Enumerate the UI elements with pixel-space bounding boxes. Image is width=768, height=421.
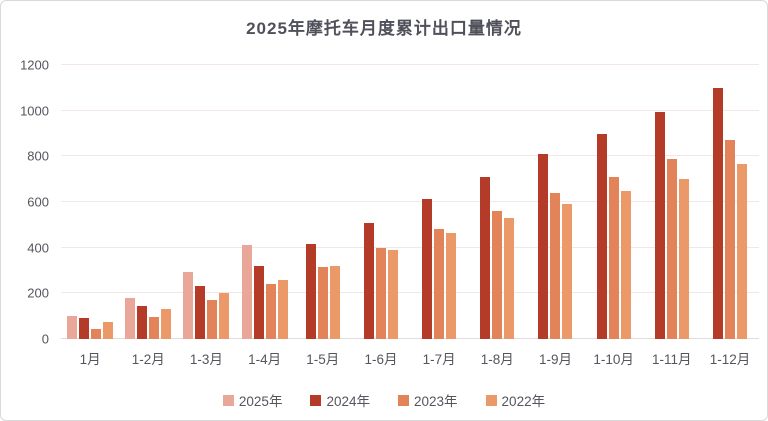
bar-2022年-1-9月 xyxy=(562,204,573,339)
y-tick-label-0: 0 xyxy=(41,331,49,347)
bar-2022年-1-7月 xyxy=(446,232,457,339)
bar-group-1-7月 xyxy=(410,65,468,339)
bar-group-1-11月 xyxy=(643,65,701,339)
bar-2024年-1-2月 xyxy=(137,305,148,339)
y-axis-labels: 0 200 400 600 800 1000 1200 xyxy=(1,59,49,346)
bar-2023年-1-3月 xyxy=(207,300,218,339)
bar-2023年-1-7月 xyxy=(434,229,445,339)
bar-2024年-1-5月 xyxy=(305,244,316,339)
bars-row xyxy=(61,65,759,339)
bar-2022年-1-8月 xyxy=(504,217,515,339)
plot-area xyxy=(61,64,759,339)
chart-title: 2025年摩托车月度累计出口量情况 xyxy=(246,19,522,38)
bar-2023年-1-12月 xyxy=(724,140,735,339)
bar-2024年-1-10月 xyxy=(596,133,607,339)
bar-group-1-5月 xyxy=(294,65,352,339)
bar-group-1-12月 xyxy=(701,65,759,339)
gridline-0 xyxy=(61,338,759,339)
legend-swatch-2023年 xyxy=(398,394,409,406)
bar-2024年-1-8月 xyxy=(480,176,491,339)
bar-2024年-1-9月 xyxy=(538,154,549,339)
bar-2024年-1-6月 xyxy=(363,222,374,339)
legend-swatch-2022年 xyxy=(485,394,497,406)
bar-group-1月 xyxy=(61,65,119,339)
bar-group-1-2月 xyxy=(119,65,177,339)
bar-2024年-1-11月 xyxy=(654,111,665,339)
bar-group-1-3月 xyxy=(177,65,235,339)
bar-2022年-1-3月 xyxy=(219,293,230,339)
y-tick-label-800: 800 xyxy=(27,148,49,164)
x-tick-label-1-2月: 1-2月 xyxy=(131,352,165,367)
legend-label-2023年: 2023年 xyxy=(414,394,458,409)
bar-2024年-1-3月 xyxy=(195,286,206,339)
gridline-600 xyxy=(61,201,759,202)
bar-2022年-1-4月 xyxy=(277,279,288,339)
bar-2022年-1-11月 xyxy=(678,179,689,339)
x-tick-label-1-3月: 1-3月 xyxy=(189,352,223,367)
gridline-1200 xyxy=(61,64,759,65)
bar-group-1-9月 xyxy=(526,65,584,339)
legend-swatch-2024年 xyxy=(310,394,322,406)
bar-2022年-1-12月 xyxy=(736,164,747,339)
bar-2022年-1-2月 xyxy=(161,309,172,339)
x-tick-label-1-5月: 1-5月 xyxy=(306,352,340,367)
bar-2025年-1-2月 xyxy=(125,297,136,339)
bar-2025年-1-4月 xyxy=(241,245,252,339)
bar-2023年-1-11月 xyxy=(666,158,677,339)
y-tick-label-1000: 1000 xyxy=(20,103,49,119)
gridline-200 xyxy=(61,292,759,294)
gridline-800 xyxy=(61,155,759,157)
x-tick-label-1月: 1月 xyxy=(79,352,101,367)
x-tick-label-1-12月: 1-12月 xyxy=(709,352,751,367)
legend-item-2024年: 2024年 xyxy=(310,390,370,410)
bar-2022年-1-6月 xyxy=(387,249,398,339)
bar-2024年-1-7月 xyxy=(422,198,433,339)
x-tick-label-1-10月: 1-10月 xyxy=(593,352,634,367)
x-tick-label-1-8月: 1-8月 xyxy=(480,352,514,367)
bar-2024年-1-4月 xyxy=(253,265,264,339)
bar-2024年-1月 xyxy=(79,318,90,339)
x-tick-label-1-9月: 1-9月 xyxy=(538,352,572,367)
bar-2024年-1-12月 xyxy=(712,87,723,339)
legend-item-2023年: 2023年 xyxy=(398,390,458,410)
bar-2023年-1月 xyxy=(91,328,102,339)
legend-label-2024年: 2024年 xyxy=(326,394,370,409)
bar-2023年-1-5月 xyxy=(317,267,328,339)
bar-2022年-1-5月 xyxy=(329,265,340,339)
y-tick-label-200: 200 xyxy=(27,285,49,301)
bar-2023年-1-9月 xyxy=(550,192,561,339)
legend-label-2022年: 2022年 xyxy=(501,394,546,409)
legend-item-2022年: 2022年 xyxy=(485,390,546,410)
gridline-400 xyxy=(61,246,759,248)
bar-group-1-8月 xyxy=(468,65,526,339)
bar-2023年-1-2月 xyxy=(149,317,160,339)
y-tick-label-400: 400 xyxy=(27,240,49,256)
bar-2022年-1月 xyxy=(103,321,114,339)
bar-group-1-10月 xyxy=(585,65,643,339)
legend-label-2025年: 2025年 xyxy=(238,394,283,409)
bar-2023年-1-4月 xyxy=(265,284,276,339)
legend: 2025年 2024年 2023年 2022年 xyxy=(1,390,767,410)
legend-swatch-2025年 xyxy=(222,394,234,406)
bar-2023年-1-10月 xyxy=(608,176,619,339)
bar-2023年-1-6月 xyxy=(375,247,386,339)
bar-group-1-4月 xyxy=(236,65,294,339)
gridline-1000 xyxy=(61,109,759,111)
bar-2023年-1-8月 xyxy=(492,211,503,339)
y-tick-label-600: 600 xyxy=(27,194,49,210)
bar-2022年-1-10月 xyxy=(620,190,631,339)
x-tick-label-1-11月: 1-11月 xyxy=(652,352,692,367)
y-tick-label-1200: 1200 xyxy=(20,57,49,73)
legend-item-2025年: 2025年 xyxy=(222,390,283,410)
x-tick-label-1-7月: 1-7月 xyxy=(422,352,456,367)
bar-group-1-6月 xyxy=(352,65,410,339)
bar-2025年-1-3月 xyxy=(183,271,194,339)
bar-2025年-1月 xyxy=(67,316,78,339)
x-tick-label-1-6月: 1-6月 xyxy=(364,352,398,367)
x-tick-label-1-4月: 1-4月 xyxy=(248,352,282,367)
x-axis-labels: 1月 1-2月 1-3月 1-4月 1-5月 1-6月 1-7月 1-8月 1-9月 1-10月 1… xyxy=(61,348,759,368)
